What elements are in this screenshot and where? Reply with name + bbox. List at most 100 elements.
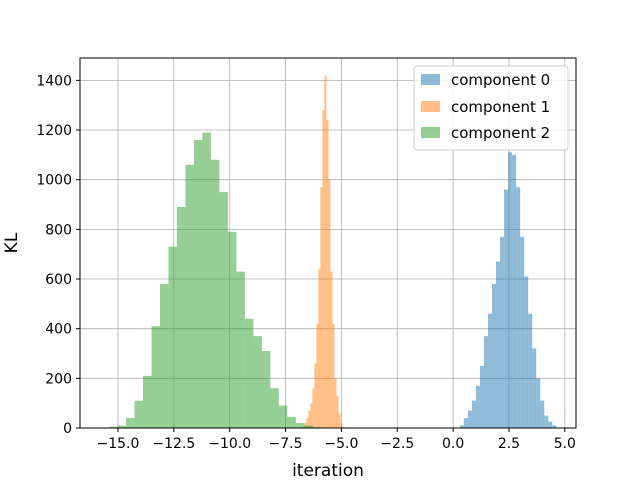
x-tick-label: 2.5 [498,436,520,452]
legend-swatch-component-2 [421,127,440,138]
plot-frame [79,57,577,429]
histogram-bar [270,388,279,428]
histogram-bar [159,283,169,428]
histogram-bar [330,271,333,428]
x-tick-label: −7.5 [269,436,303,452]
histogram-bar [261,351,271,428]
y-tick-label: 1400 [36,73,72,89]
axes [79,57,577,429]
legend-label-component-1: component 1 [451,98,550,116]
histogram-bar [459,425,464,428]
histogram-bar [295,423,305,428]
histogram-bar [512,154,517,428]
histogram-bar [316,323,319,428]
y-tick-labels: 0 200 400 600 800 1000 1200 1400 [36,73,72,437]
histogram-bar [168,246,177,428]
tick-marks [76,79,566,432]
histogram-bar [496,261,501,428]
histogram-bar [544,415,549,428]
histogram-bar [308,410,311,428]
histogram-bars [109,75,557,429]
x-tick-label: 5.0 [554,436,576,452]
histogram-bar [491,283,497,428]
x-tick-label: −10.0 [208,436,251,452]
x-tick-label: −15.0 [97,436,140,452]
histogram-bar [117,425,127,428]
histogram-bar [483,336,488,428]
histogram-bar [310,403,313,428]
legend: component 0 component 1 component 2 [413,65,569,151]
x-tick-label: −5.0 [324,436,358,452]
histogram-bar [528,313,533,428]
y-tick-label: 1200 [36,123,72,139]
histogram-bar [500,236,505,428]
histogram-bar [479,365,484,428]
y-tick-label: 800 [45,222,72,238]
histogram-bar [471,400,476,428]
histogram-bar [202,132,211,428]
histogram-bar [306,418,309,428]
histogram-bar [326,120,329,428]
histogram-bar [318,269,321,428]
legend-swatch-component-1 [421,101,440,112]
histogram-bar [134,400,144,428]
histogram-bar [312,388,315,428]
histogram-bar [520,236,525,428]
histogram-bar [143,375,152,428]
histogram-bar [552,425,557,428]
histogram-bar [176,206,186,428]
x-tick-labels: −15.0 −12.5 −10.0 −7.5 −5.0 −2.5 0.0 2.5 5.0 [97,436,576,452]
histogram-bar [336,395,339,428]
histogram-bar [227,231,237,428]
series-0-bars [459,152,557,428]
histogram-bar [540,400,545,428]
histogram-bar [516,187,521,428]
histogram-bar [314,363,317,428]
histogram-bar [332,323,335,428]
histogram-bar [338,413,341,428]
histogram-bar [210,159,220,429]
histogram-bar [334,378,337,428]
histogram-bar [151,326,160,428]
histogram-bar [536,378,541,428]
y-tick-label: 400 [45,322,72,338]
histogram-bar [287,416,296,428]
y-tick-label: 200 [45,371,72,387]
histogram-bar [342,426,345,428]
histogram-bar [504,189,509,428]
histogram-bar [475,385,480,428]
legend-swatch-component-0 [421,74,440,85]
histogram-bar [126,418,135,428]
histogram-bar [328,179,331,428]
histogram-bar [320,187,323,428]
y-tick-label: 0 [63,421,72,437]
histogram-bar [278,405,288,428]
x-tick-label: −2.5 [380,436,414,452]
histogram-bar [109,426,118,428]
series-2-bars [109,132,322,429]
histogram-bar [193,139,203,429]
histogram-bar [219,192,228,428]
histogram-bar [340,423,343,428]
histogram-bar [508,152,513,428]
histogram-bar [487,313,492,428]
histogram-bar [253,336,262,428]
y-tick-label: 1000 [36,173,72,189]
x-tick-label: 0.0 [442,436,464,452]
y-tick-label: 600 [45,272,72,288]
y-axis-label: KL [2,232,22,253]
legend-box [413,65,569,151]
histogram-bar [185,164,194,429]
histogram-bar [548,421,553,428]
histogram-bar [324,75,327,428]
legend-label-component-0: component 0 [451,71,550,89]
histogram-bar [524,276,529,428]
histogram-bar [304,425,313,428]
x-axis-label: iteration [292,461,364,480]
histogram-bar [463,418,468,428]
histogram-bar [532,348,537,428]
histogram-bar [236,271,245,428]
series-1-bars [302,75,345,429]
x-tick-label: −12.5 [152,436,195,452]
